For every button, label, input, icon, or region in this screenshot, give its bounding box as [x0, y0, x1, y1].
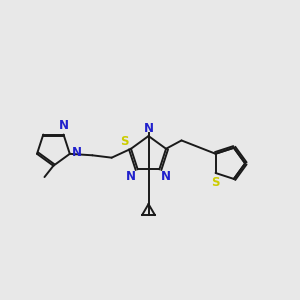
Text: S: S: [120, 135, 129, 148]
Text: N: N: [161, 170, 171, 183]
Text: N: N: [143, 122, 154, 134]
Text: S: S: [211, 176, 220, 189]
Text: N: N: [126, 170, 136, 183]
Text: N: N: [59, 119, 69, 133]
Text: N: N: [72, 146, 82, 159]
